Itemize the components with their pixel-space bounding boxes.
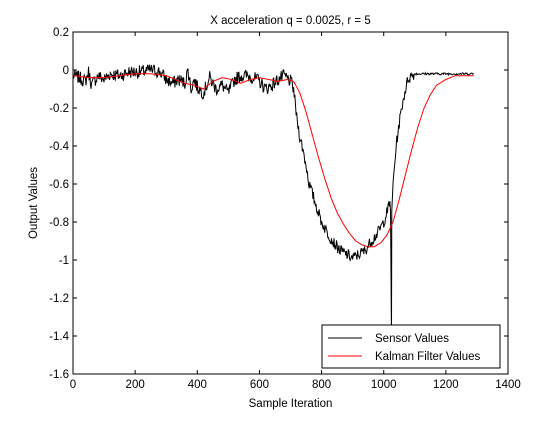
x-tick-label: 800 [312, 379, 331, 391]
y-tick-label: 0 [63, 65, 69, 77]
y-tick-label: -1.4 [49, 331, 69, 343]
y-tick-label: -0.4 [49, 141, 69, 153]
plot-frame [72, 31, 509, 375]
y-tick-label: 0.2 [53, 27, 69, 39]
x-tick-label: 1200 [433, 379, 459, 391]
y-tick-label: -0.8 [49, 217, 69, 229]
y-tick-label: -0.2 [49, 103, 69, 115]
y-tick-label: -0.6 [49, 179, 69, 191]
y-tick-label: -1 [59, 255, 69, 267]
plot-area-background [73, 32, 508, 374]
series-line-kalman-filter-values [72, 73, 474, 248]
legend-label-kalman: Kalman Filter Values [375, 351, 480, 363]
legend-label-sensor: Sensor Values [375, 333, 449, 345]
y-tick-label: -1.2 [49, 293, 69, 305]
chart-title: X acceleration q = 0.0025, r = 5 [210, 15, 370, 27]
tick-layer: 0 200 400 600 800 1000 1200 1400 0.2 0 -0.2 -0.4 -0.… [49, 27, 521, 391]
legend: Sensor Values Kalman Filter Values [321, 324, 501, 369]
x-tick-label: 0 [70, 379, 76, 391]
legend-box [321, 324, 501, 369]
x-axis-label: Sample Iteration [249, 398, 333, 410]
series-line-sensor-values [72, 64, 474, 340]
x-tick-label: 400 [188, 379, 207, 391]
x-tick-label: 600 [250, 379, 269, 391]
y-tick-label: -1.6 [49, 369, 69, 381]
y-axis-label: Output Values [28, 167, 40, 239]
x-tick-label: 1400 [495, 379, 521, 391]
x-tick-label: 200 [126, 379, 145, 391]
series-layer [72, 64, 474, 340]
x-tick-label: 1000 [371, 379, 397, 391]
